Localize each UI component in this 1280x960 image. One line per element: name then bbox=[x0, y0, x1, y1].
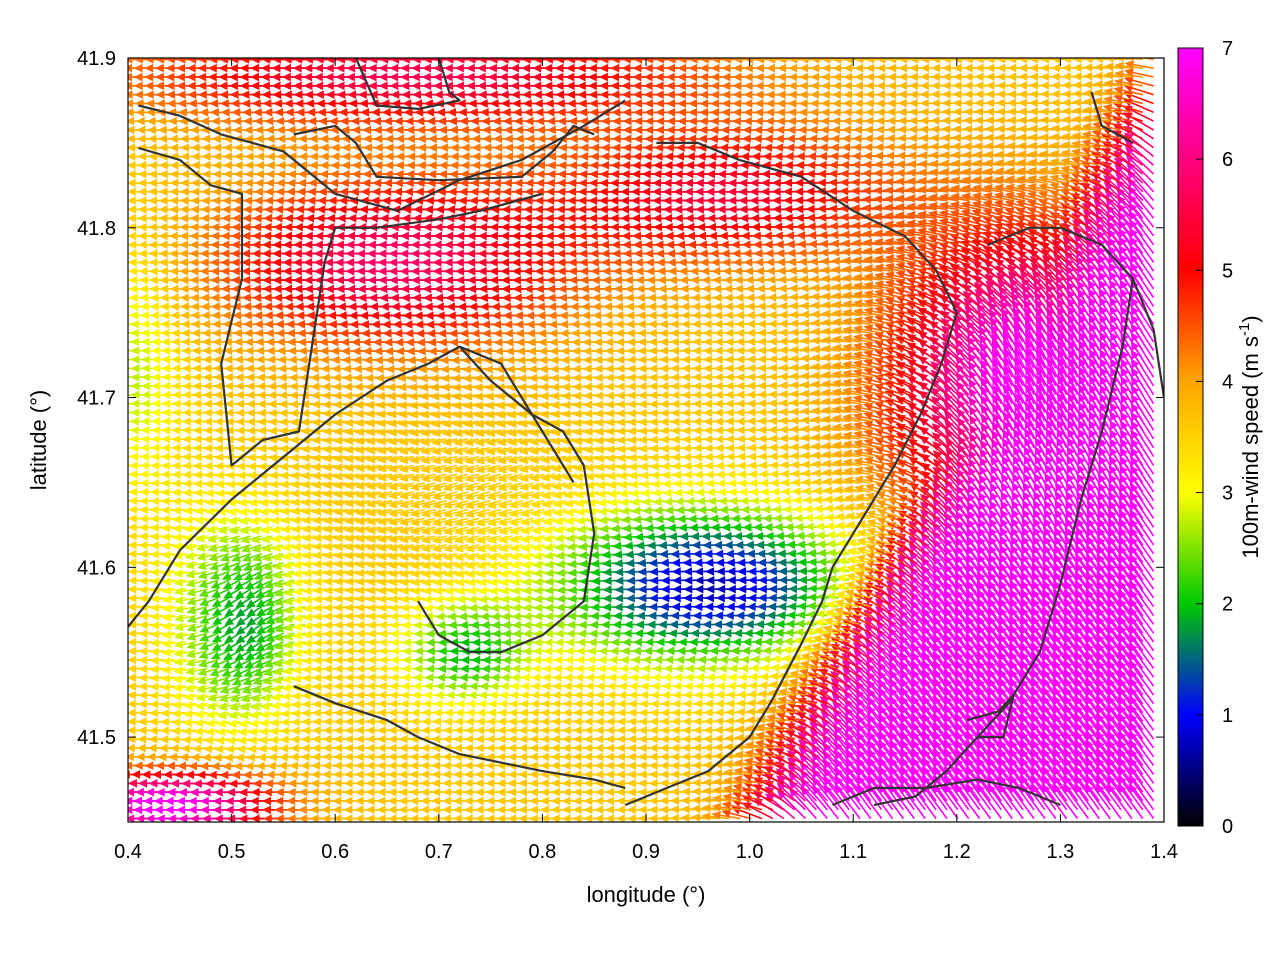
wind-vector bbox=[733, 758, 763, 768]
wind-vector-layer bbox=[128, 58, 1155, 822]
wind-vector bbox=[743, 765, 774, 776]
wind-vector bbox=[128, 791, 132, 793]
wind-vector bbox=[744, 749, 774, 758]
wind-vector bbox=[128, 773, 132, 776]
wind-vector bbox=[787, 764, 817, 793]
wind-vector bbox=[712, 794, 741, 804]
wind-vector bbox=[798, 739, 828, 767]
wind-vector bbox=[787, 757, 817, 784]
wind-vector bbox=[711, 802, 741, 812]
wind-vector bbox=[722, 784, 752, 794]
wind-vector bbox=[128, 782, 132, 785]
wind-vector bbox=[128, 809, 132, 811]
wind-vector bbox=[128, 756, 132, 758]
wind-vector bbox=[765, 793, 796, 820]
wind-vector bbox=[721, 801, 752, 811]
wind-vector bbox=[754, 747, 784, 758]
wind-vector bbox=[721, 808, 752, 820]
wind-vector bbox=[711, 810, 741, 820]
wind-vector bbox=[776, 782, 807, 811]
wind-vector bbox=[776, 775, 807, 802]
wind-vector bbox=[128, 817, 132, 820]
wind-vector bbox=[743, 757, 774, 767]
wind-vector bbox=[733, 767, 763, 776]
wind-vector bbox=[128, 764, 132, 767]
wind-vector bbox=[798, 746, 828, 776]
wind-vector bbox=[732, 783, 763, 793]
wind-vector bbox=[732, 791, 763, 802]
wind-vector bbox=[722, 793, 752, 802]
wind-vector bbox=[732, 775, 763, 785]
wind-vector bbox=[722, 776, 752, 786]
wind-vector bbox=[128, 800, 132, 802]
